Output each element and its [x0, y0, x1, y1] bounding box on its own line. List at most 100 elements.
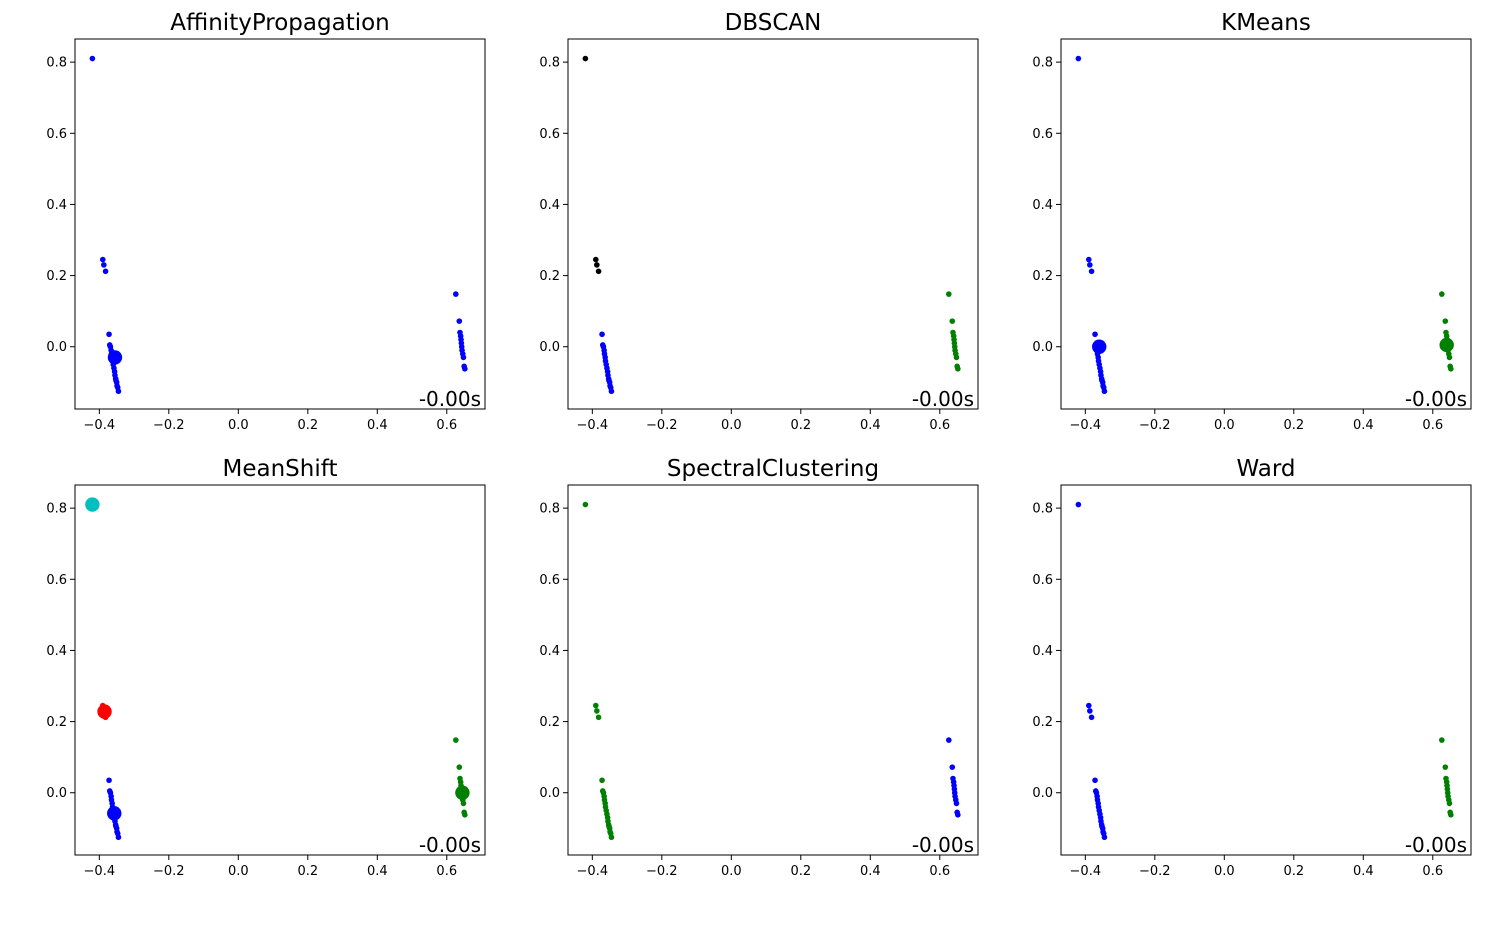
subplot-meanshift: MeanShift −0.4 −0.2 0.0 0.2 0.4 0.6 0.0 0.2 0.4 0.…	[46, 456, 486, 879]
data-point	[955, 811, 961, 818]
y-tick: 0.4	[539, 644, 568, 659]
data-point	[946, 737, 952, 743]
data-point	[1092, 331, 1098, 338]
x-tick: −0.2	[1139, 855, 1171, 879]
subplot-title: SpectralClustering	[667, 456, 879, 482]
y-tick-label: 0.8	[46, 56, 67, 71]
x-tick-label: 0.6	[436, 864, 457, 879]
data-point	[1075, 501, 1082, 508]
y-tick: 0.0	[539, 786, 568, 801]
x-tick-label: 0.4	[860, 864, 881, 879]
x-tick-label: 0.4	[1353, 864, 1374, 879]
x-tick: 0.0	[1214, 409, 1235, 433]
y-tick-label: 0.8	[539, 56, 560, 71]
data-point	[115, 388, 122, 395]
x-tick: −0.2	[646, 855, 678, 879]
y-tick-label: 0.6	[46, 127, 67, 142]
data-point	[1085, 702, 1092, 709]
data-point	[1085, 256, 1092, 263]
x-tick-label: −0.4	[577, 418, 609, 433]
timing-label: -0.00s	[419, 833, 481, 857]
x-tick-label: 0.2	[297, 418, 318, 433]
data-point	[955, 365, 961, 372]
y-tick-label: 0.4	[46, 198, 67, 213]
data-point	[1088, 268, 1095, 275]
subplot-spectralclustering: SpectralClustering −0.4 −0.2 0.0 0.2 0.4 0.6 0.…	[539, 456, 979, 879]
x-tick-label: 0.4	[367, 864, 388, 879]
x-tick: 0.6	[436, 409, 457, 433]
y-tick: 0.0	[539, 340, 568, 355]
data-point	[946, 291, 952, 297]
y-tick-label: 0.6	[46, 573, 67, 588]
data-point	[1092, 777, 1098, 784]
x-tick-label: −0.2	[646, 418, 678, 433]
y-tick-label: 0.2	[539, 269, 560, 284]
x-tick-label: 0.2	[297, 864, 318, 879]
data-point	[949, 764, 956, 770]
timing-label: -0.00s	[419, 387, 481, 411]
x-tick: 0.0	[228, 409, 249, 433]
y-tick-label: 0.4	[539, 644, 560, 659]
data-point	[1442, 764, 1449, 770]
y-tick-label: 0.0	[46, 786, 67, 801]
x-tick-label: 0.0	[721, 864, 742, 879]
cluster-center-point	[97, 704, 112, 719]
y-tick: 0.8	[46, 56, 75, 71]
x-tick-label: −0.2	[1139, 864, 1171, 879]
subplot-title: Ward	[1236, 456, 1295, 482]
data-point	[599, 331, 605, 338]
data-point	[582, 501, 589, 508]
data-point	[1101, 834, 1108, 841]
y-tick: 0.6	[46, 127, 75, 142]
y-tick-label: 0.2	[1032, 269, 1053, 284]
x-tick: 0.4	[367, 855, 388, 879]
x-tick-label: 0.6	[436, 418, 457, 433]
scatter-points	[1075, 501, 1454, 841]
x-tick: 0.4	[860, 855, 881, 879]
y-tick-label: 0.2	[46, 269, 67, 284]
cluster-center-point	[1439, 337, 1454, 353]
data-point	[595, 268, 602, 275]
y-tick: 0.6	[539, 573, 568, 588]
y-tick-label: 0.2	[539, 715, 560, 730]
data-point	[592, 702, 599, 709]
data-point	[1087, 262, 1093, 268]
data-point	[1087, 708, 1093, 714]
x-tick: −0.2	[1139, 409, 1171, 433]
y-tick: 0.6	[1032, 127, 1061, 142]
x-tick-label: 0.6	[1422, 418, 1443, 433]
x-tick: 0.6	[1422, 409, 1443, 433]
y-tick-label: 0.4	[1032, 198, 1053, 213]
y-tick-label: 0.2	[1032, 715, 1053, 730]
y-tick: 0.2	[539, 269, 568, 284]
y-tick-label: 0.0	[539, 786, 560, 801]
cluster-center-point	[107, 806, 122, 821]
y-tick: 0.0	[1032, 340, 1061, 355]
scatter-points	[89, 55, 468, 395]
cluster-center-point	[85, 497, 100, 512]
y-tick-label: 0.8	[1032, 56, 1053, 71]
x-tick: 0.0	[1214, 855, 1235, 879]
x-tick-label: −0.4	[1070, 418, 1102, 433]
scatter-points	[1075, 55, 1454, 395]
x-tick-label: 0.6	[929, 418, 950, 433]
subplot-affinitypropagation: AffinityPropagation −0.4 −0.2 0.0 0.2 0.4 0.6 0…	[46, 10, 486, 433]
data-point	[106, 331, 112, 338]
x-tick-label: 0.0	[1214, 864, 1235, 879]
x-tick: −0.4	[1070, 409, 1102, 433]
timing-label: -0.00s	[1405, 387, 1467, 411]
x-tick: 0.4	[1353, 855, 1374, 879]
data-point	[1439, 737, 1445, 743]
y-tick: 0.8	[1032, 502, 1061, 517]
x-tick: 0.2	[297, 409, 318, 433]
x-tick-label: 0.6	[929, 864, 950, 879]
data-point	[1439, 291, 1445, 297]
x-tick: −0.4	[84, 855, 115, 879]
subplot-title: MeanShift	[223, 456, 338, 482]
data-point	[89, 55, 96, 62]
cluster-center-point	[1092, 339, 1107, 354]
x-tick: −0.2	[153, 855, 185, 879]
y-tick-label: 0.2	[46, 715, 67, 730]
scatter-points	[582, 501, 961, 841]
